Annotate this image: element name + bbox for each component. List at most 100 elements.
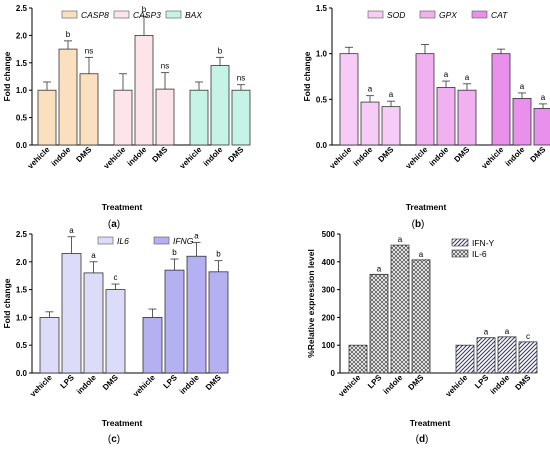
significance-label: a [91,251,96,260]
significance-label: ns [161,62,169,71]
legend-swatch [97,236,114,245]
significance-label: b [66,30,71,39]
y-tick-label: 300 [322,286,336,295]
x-tick-label: vehicle [28,373,54,399]
legend-label: GPX [439,10,457,20]
panel-letter: d [419,434,425,445]
bar-ifn-y-DMS [518,341,538,374]
x-tick-label: DMS [101,373,120,392]
legend-label: IFNG [173,236,194,246]
panel-label: (c) [108,434,120,445]
x-tick-label: LPS [473,373,491,391]
bar-casp8-DMS [79,73,99,146]
x-tick-label: vehicle [178,145,204,171]
bar-ifng-indole [186,255,207,374]
x-tick-label: vehicle [328,145,354,171]
legend-swatch [113,10,130,19]
bar-ifng-vehicle [142,316,163,374]
y-tick-label: 0.5 [16,341,28,350]
legend-label: SOD [387,10,405,20]
x-tick-label: LPS [162,373,180,391]
bar-il6-DMS [105,289,126,374]
x-tick-label: indole [427,145,450,168]
y-tick-label: 2.5 [16,230,28,239]
x-tick-label: vehicle [404,145,430,171]
bar-cat-vehicle [491,53,511,146]
x-tick-label: vehicle [480,145,506,171]
bar-il-6-DMS [411,259,431,374]
y-tick-label: 1.5 [316,4,328,13]
panel-letter: a [111,219,117,230]
significance-label: a [541,93,546,102]
x-tick-label: vehicle [131,373,157,399]
panel-letter: b [415,219,421,230]
significance-label: a [377,264,382,273]
y-tick-label: 0.0 [16,369,28,378]
x-tick-label: LPS [59,373,77,391]
y-tick-label: 2.5 [16,4,28,13]
y-axis-label: Fold change [302,51,312,101]
y-axis-label: %Relative expression level [306,249,316,358]
x-tick-label: indole [488,373,511,396]
x-axis-label: Treatment [102,202,143,212]
bar-il6-vehicle [39,316,60,374]
bar-casp8-indole [58,48,78,146]
legend-label: CASP8 [81,10,109,20]
significance-label: a [444,70,449,79]
significance-label: ns [85,46,93,55]
significance-label: a [194,231,199,240]
y-tick-label: 0 [331,369,336,378]
legend-swatch [451,249,469,258]
bar-casp3-DMS [155,88,175,146]
chart-panel-d: 0 100 200 300 400 500 %Relative expression lev… [306,230,538,445]
x-tick-label: indole [503,145,526,168]
panel-label: (d) [416,434,429,445]
significance-label: a [520,82,525,91]
y-tick-label: 1.5 [16,59,28,68]
bar-il6-indole [83,272,104,374]
y-tick-label: 400 [322,258,336,267]
significance-label: a [484,328,489,337]
significance-label: b [142,5,147,14]
legend-swatch [451,238,469,247]
bar-il-6-indole [390,244,410,374]
x-tick-label: vehicle [444,373,470,399]
x-tick-label: DMS [513,373,532,392]
significance-label: a [465,73,470,82]
y-axis-label: Fold change [2,51,12,101]
bar-bax-DMS [231,89,251,146]
bar-casp8-vehicle [37,89,57,146]
x-tick-label: DMS [74,145,93,164]
legend-label: CAT [491,10,508,20]
legend: IFN-YIL-6 [451,238,495,259]
y-tick-label: 0.0 [16,141,28,150]
bar-casp3-indole [134,35,154,146]
y-tick-label: 1.0 [16,86,28,95]
y-tick-label: 500 [322,230,336,239]
significance-label: b [172,248,177,257]
significance-label: c [114,273,118,282]
y-tick-label: 0.0 [316,141,328,150]
panel-label: (a) [108,219,120,230]
x-tick-label: indole [75,373,98,396]
bar-cat-indole [512,98,532,146]
bar-bax-vehicle [189,89,209,146]
panel-letter: c [111,434,117,445]
x-tick-label: DMS [528,145,547,164]
significance-label: a [389,90,394,99]
y-tick-label: 2.0 [16,258,28,267]
legend: IL6 IFNG [97,236,194,246]
bar-ifn-y-vehicle [455,344,475,374]
x-tick-label: indole [351,145,374,168]
significance-label: b [216,250,221,259]
legend-label: IFN-Y [472,238,495,248]
x-tick-label: indole [49,145,72,168]
chart-panel-b: 0.0 0.5 1.0 1.5 Fold change vehicle a indole a DM… [302,4,550,230]
significance-label: a [505,327,510,336]
significance-label: a [419,250,424,259]
bar-cat-DMS [533,108,550,146]
y-axis-label: Fold change [2,278,12,328]
chart-panel-c: 0.0 0.5 1.0 1.5 2.0 2.5 Fold change vehicle a LPS… [2,226,229,445]
x-tick-label: DMS [406,373,425,392]
